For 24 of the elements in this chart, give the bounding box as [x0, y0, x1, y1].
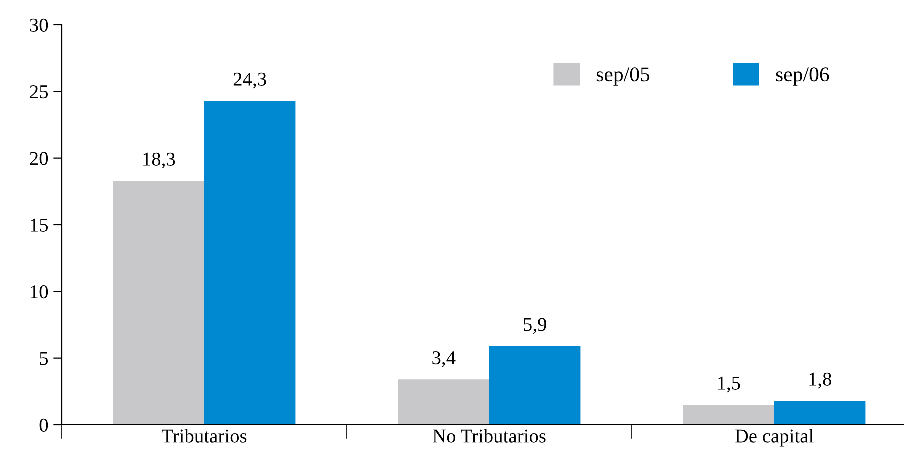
y-tick-label: 0 [40, 418, 48, 432]
bar [774, 401, 866, 425]
data-label: 5,9 [524, 318, 546, 334]
y-tick-label: 20 [30, 152, 48, 166]
y-tick-label: 10 [31, 285, 48, 299]
bar [683, 405, 774, 425]
data-label: 24,3 [234, 72, 266, 89]
x-tick-label: No Tributarios [433, 429, 546, 443]
y-tick-label: 5 [40, 352, 48, 366]
y-tick-label: 15 [31, 218, 48, 232]
y-tick-label: 30 [30, 18, 48, 32]
data-label: 3,4 [432, 352, 456, 368]
legend-label: sep/06 [776, 68, 830, 86]
bar [398, 380, 490, 425]
data-label: 1,8 [810, 372, 832, 389]
legend-label: sep/05 [596, 68, 650, 86]
bar [490, 346, 581, 425]
x-tick-label: Tributarios [162, 429, 247, 443]
x-tick-label: De capital [735, 429, 814, 447]
y-tick-label: 25 [30, 86, 48, 99]
bar [113, 181, 204, 425]
data-label: 1,5 [718, 376, 740, 393]
bar [204, 101, 296, 425]
data-label: 18,3 [144, 152, 176, 169]
